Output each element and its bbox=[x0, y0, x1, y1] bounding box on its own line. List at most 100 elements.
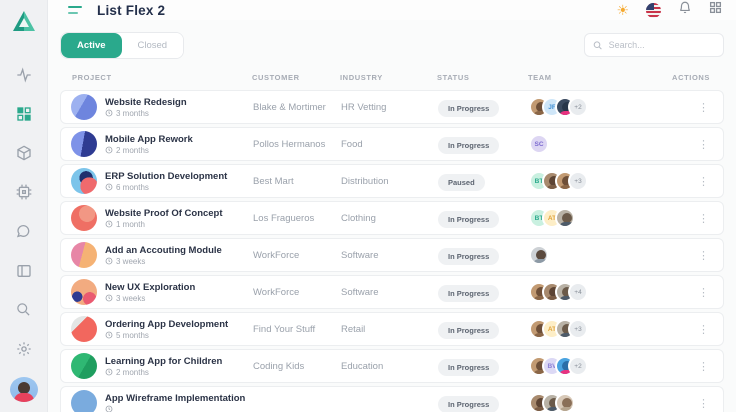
tab-active[interactable]: Active bbox=[61, 33, 122, 58]
main-area: List Flex 2 ☀ Active Closed bbox=[48, 0, 736, 412]
cpu-icon[interactable] bbox=[9, 179, 39, 206]
col-project: Project bbox=[72, 73, 112, 82]
dashboard-grid-icon[interactable] bbox=[9, 100, 39, 127]
project-avatar bbox=[71, 168, 97, 194]
project-avatar bbox=[71, 94, 97, 120]
clock-icon bbox=[105, 368, 113, 376]
customer: Find Your Stuff bbox=[253, 323, 316, 335]
table-row[interactable]: App Wireframe Implementation In Progress… bbox=[60, 386, 724, 412]
project-name: Add an Accouting Module bbox=[105, 244, 222, 256]
customer: Blake & Mortimer bbox=[253, 101, 326, 113]
logo-triangle-icon bbox=[12, 10, 36, 37]
status-toggle: Active Closed bbox=[60, 32, 185, 59]
table-row[interactable]: ERP Solution Development 6 months Best M… bbox=[60, 164, 724, 198]
row-actions-menu-icon[interactable]: ⋮ bbox=[698, 361, 709, 373]
project-name: Website Redesign bbox=[105, 96, 187, 108]
table-row[interactable]: Ordering App Development 5 months Find Y… bbox=[60, 312, 724, 346]
team-more-badge: +3 bbox=[568, 171, 588, 191]
layout-icon[interactable] bbox=[9, 257, 39, 284]
project-duration: 2 months bbox=[116, 367, 149, 377]
team-more-badge: +3 bbox=[568, 319, 588, 339]
row-actions-menu-icon[interactable]: ⋮ bbox=[698, 250, 709, 262]
table-row[interactable]: New UX Exploration 3 weeks WorkForce Sof… bbox=[60, 275, 724, 309]
table-row[interactable]: Website Proof Of Concept 1 month Los Fra… bbox=[60, 201, 724, 235]
project-avatar bbox=[71, 242, 97, 268]
search-icon[interactable] bbox=[9, 296, 39, 323]
table-row[interactable]: Website Redesign 3 months Blake & Mortim… bbox=[60, 90, 724, 124]
col-actions: Actions bbox=[672, 73, 710, 82]
row-actions-menu-icon[interactable]: ⋮ bbox=[698, 102, 709, 114]
status-badge: In Progress bbox=[438, 136, 500, 154]
status-badge: In Progress bbox=[438, 247, 500, 265]
clock-icon bbox=[105, 220, 113, 228]
row-actions-menu-icon[interactable]: ⋮ bbox=[698, 324, 709, 336]
project-name: Mobile App Rework bbox=[105, 133, 193, 145]
team-avatar bbox=[555, 208, 575, 228]
customer: WorkForce bbox=[253, 286, 300, 298]
project-name: Ordering App Development bbox=[105, 318, 229, 330]
apps-grid-icon[interactable] bbox=[709, 1, 722, 19]
project-duration: 6 months bbox=[116, 182, 149, 192]
language-flag-icon[interactable] bbox=[646, 2, 661, 18]
status-badge: Paused bbox=[438, 173, 485, 191]
industry: Retail bbox=[341, 323, 366, 335]
industry: Clothing bbox=[341, 212, 376, 224]
team-avatars: BT +3 bbox=[529, 171, 661, 191]
chat-icon[interactable] bbox=[9, 218, 39, 245]
theme-sun-icon[interactable]: ☀ bbox=[616, 2, 629, 18]
industry: Software bbox=[341, 249, 379, 261]
project-duration: 2 months bbox=[116, 145, 149, 155]
customer: Pollos Hermanos bbox=[253, 138, 326, 150]
team-more-badge: +2 bbox=[568, 97, 588, 117]
search-input[interactable] bbox=[608, 40, 715, 50]
clock-icon bbox=[105, 146, 113, 154]
user-avatar[interactable] bbox=[9, 376, 38, 403]
package-icon[interactable] bbox=[9, 139, 39, 166]
col-customer: Customer bbox=[252, 73, 300, 82]
project-duration: 1 month bbox=[116, 219, 145, 229]
row-actions-menu-icon[interactable]: ⋮ bbox=[698, 139, 709, 151]
row-actions-menu-icon[interactable]: ⋮ bbox=[698, 213, 709, 225]
industry: Software bbox=[341, 286, 379, 298]
table-row[interactable]: Mobile App Rework 2 months Pollos Herman… bbox=[60, 127, 724, 161]
activity-icon[interactable] bbox=[9, 61, 39, 88]
row-actions-menu-icon[interactable]: ⋮ bbox=[698, 398, 709, 410]
table-header: Project Customer Industry Status Team Ac… bbox=[60, 73, 724, 90]
settings-icon[interactable] bbox=[9, 335, 39, 362]
topbar: List Flex 2 ☀ bbox=[48, 0, 736, 20]
industry: Food bbox=[341, 138, 363, 150]
customer: Coding Kids bbox=[253, 360, 305, 372]
col-status: Status bbox=[437, 73, 470, 82]
col-industry: Industry bbox=[340, 73, 383, 82]
tab-closed[interactable]: Closed bbox=[121, 33, 184, 58]
status-badge: In Progress bbox=[438, 358, 500, 376]
industry: HR Vetting bbox=[341, 101, 387, 113]
clock-icon bbox=[105, 257, 113, 265]
project-avatar bbox=[71, 353, 97, 379]
table-row[interactable]: Learning App for Children 2 months Codin… bbox=[60, 349, 724, 383]
team-avatars: BT AT bbox=[529, 208, 661, 228]
row-actions-menu-icon[interactable]: ⋮ bbox=[698, 287, 709, 299]
clock-icon bbox=[105, 183, 113, 191]
clock-icon bbox=[105, 109, 113, 117]
project-avatar bbox=[71, 316, 97, 342]
menu-icon[interactable] bbox=[68, 6, 83, 14]
project-avatar bbox=[71, 205, 97, 231]
search-box[interactable] bbox=[584, 33, 724, 57]
project-name: Learning App for Children bbox=[105, 355, 223, 367]
project-duration: 3 weeks bbox=[116, 293, 146, 303]
status-badge: In Progress bbox=[438, 99, 500, 117]
notifications-bell-icon[interactable] bbox=[678, 0, 692, 20]
industry: Distribution bbox=[341, 175, 389, 187]
customer: Los Fragueros bbox=[253, 212, 315, 224]
search-icon bbox=[593, 40, 602, 49]
table-row[interactable]: Add an Accouting Module 3 weeks WorkForc… bbox=[60, 238, 724, 272]
team-avatar bbox=[529, 245, 549, 265]
row-actions-menu-icon[interactable]: ⋮ bbox=[698, 176, 709, 188]
project-name: ERP Solution Development bbox=[105, 170, 228, 182]
industry: Education bbox=[341, 360, 384, 372]
sidebar bbox=[0, 0, 48, 412]
status-badge: In Progress bbox=[438, 321, 500, 339]
team-more-badge: +2 bbox=[568, 356, 588, 376]
